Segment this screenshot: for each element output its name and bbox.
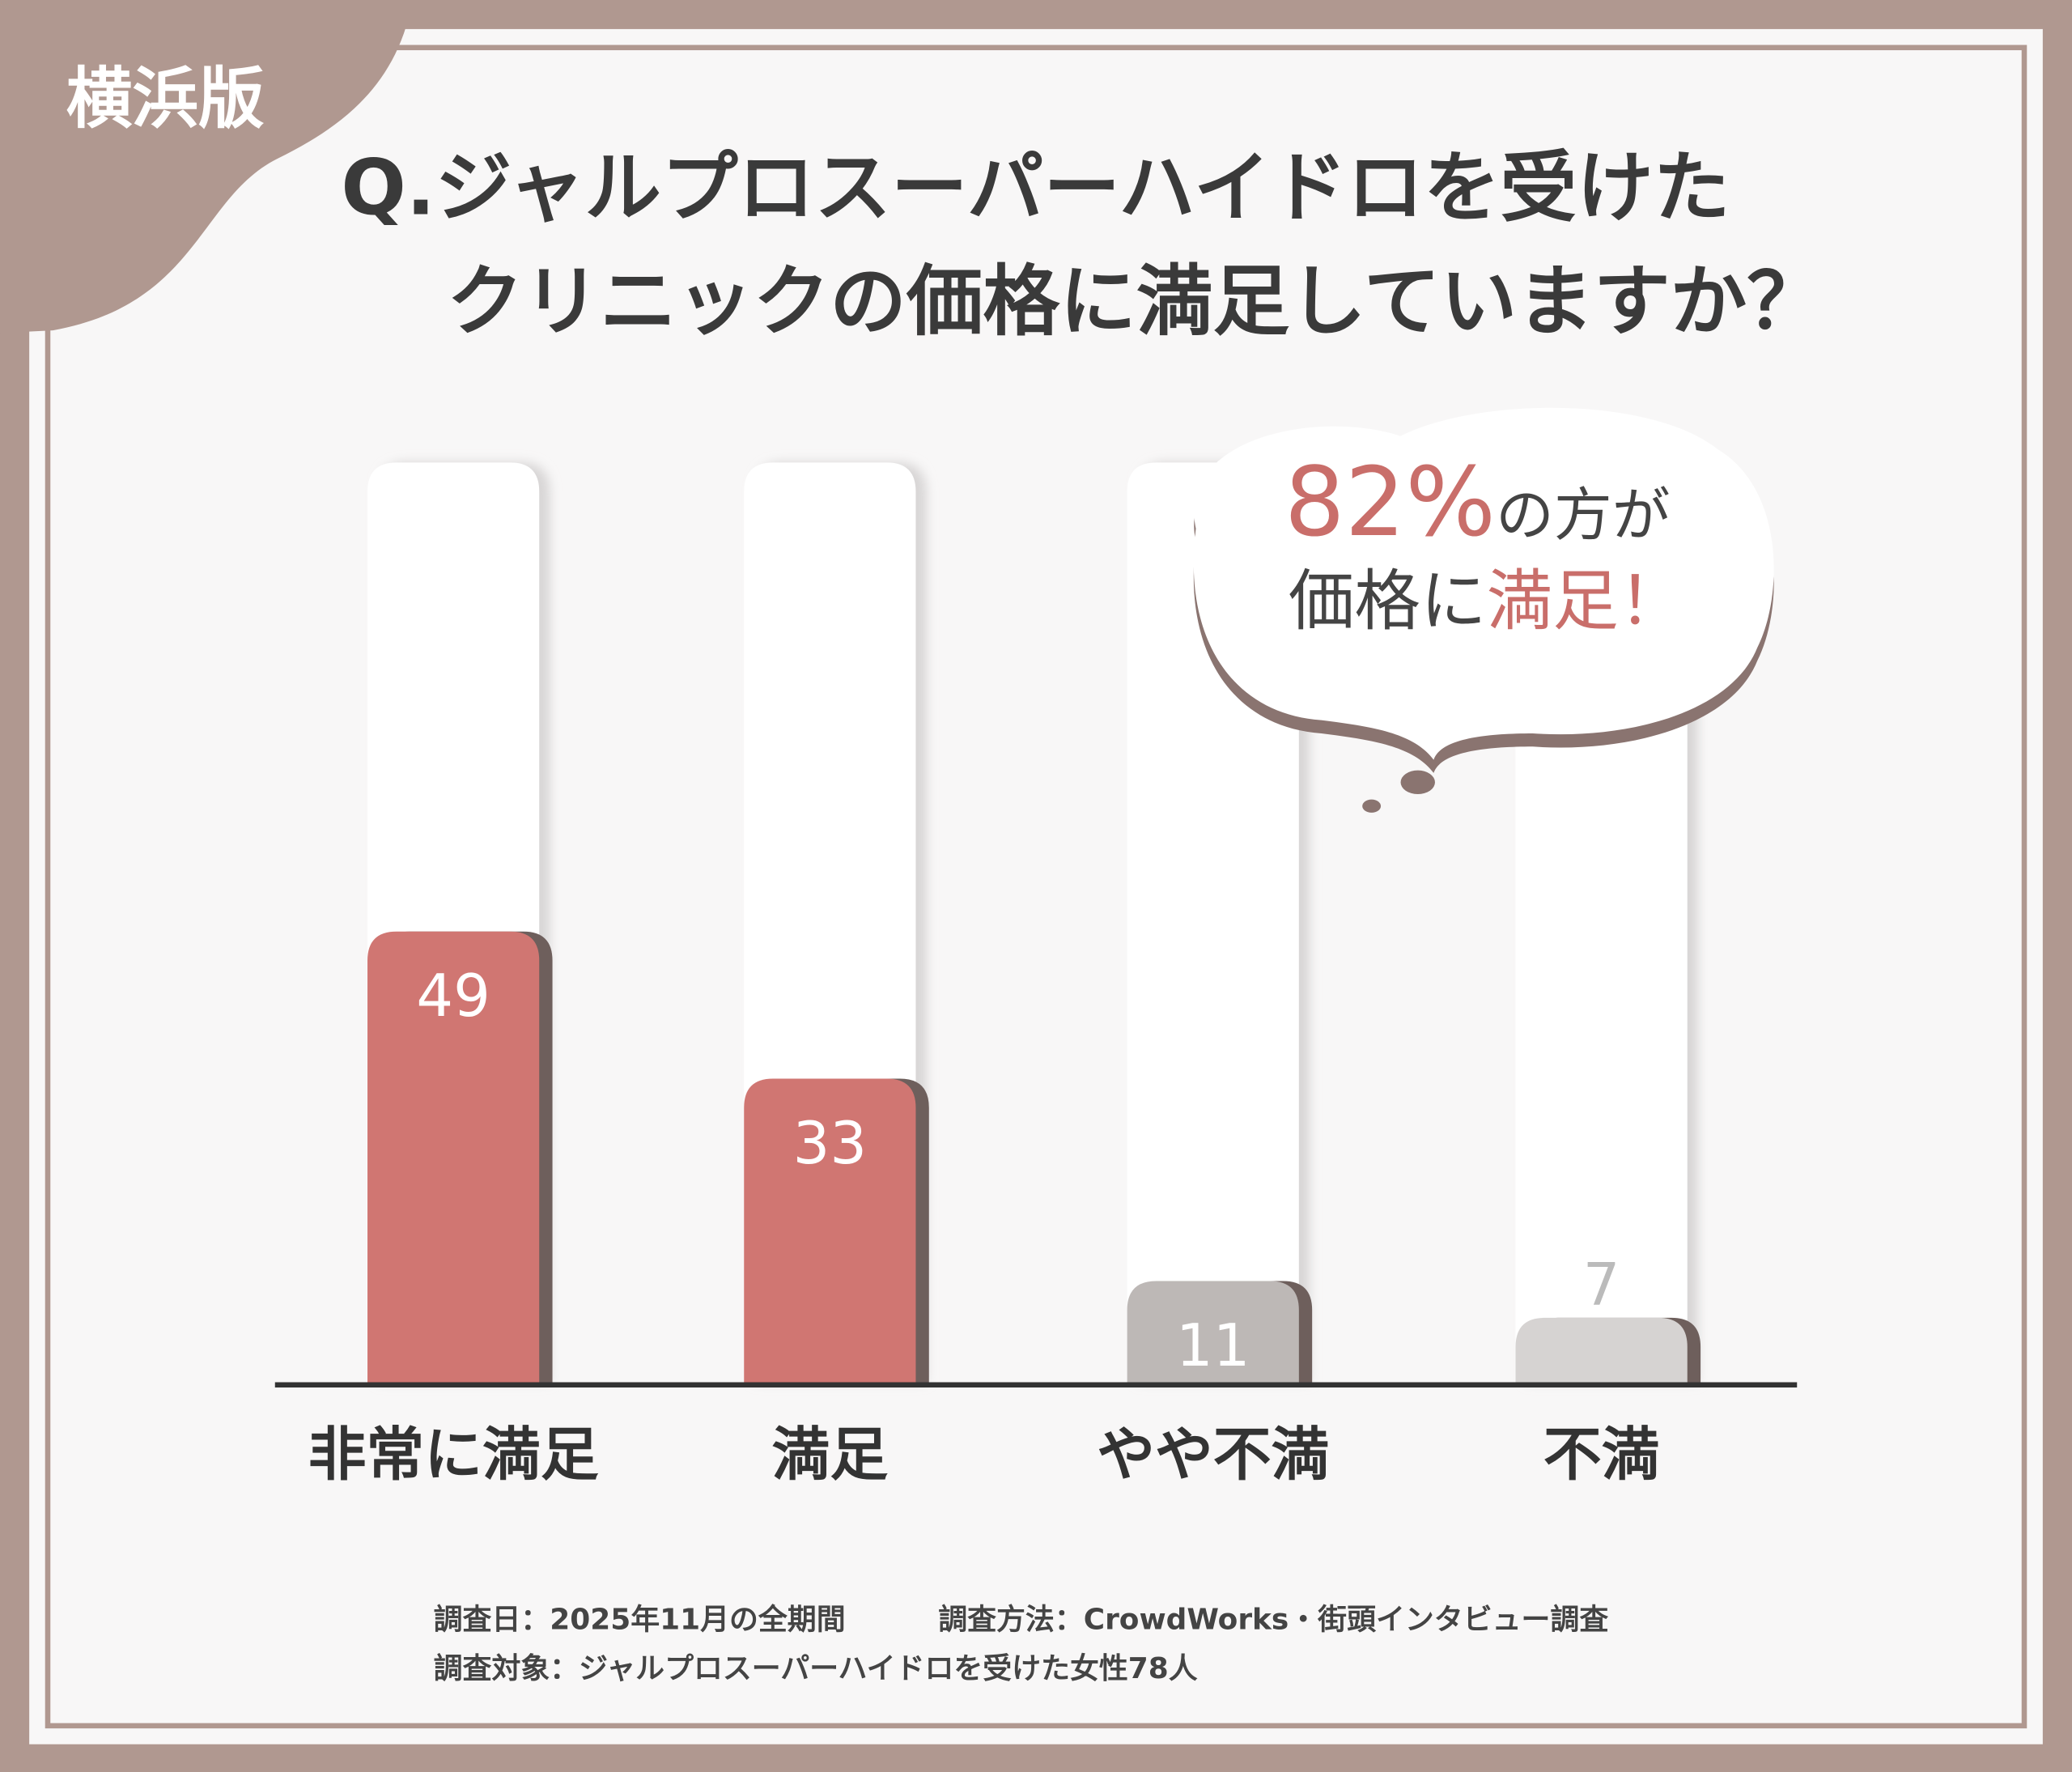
badge: 横浜版 — [66, 61, 265, 138]
footer-note: 調査日：2025年11月の全期間 — [434, 1603, 846, 1637]
callout-cloud — [1193, 407, 1774, 760]
panel — [29, 28, 2043, 1744]
x-tick-label: 不満 — [1543, 1421, 1660, 1489]
panel-border — [45, 45, 2027, 1729]
title-line: クリニックの価格に満足していますか？ — [447, 257, 1824, 346]
footer-note: 調査方法：CrowdWorks・街頭インタビュー調査 — [938, 1604, 1608, 1637]
callout-text: 82% — [1284, 447, 1496, 558]
value-label: 11 — [1176, 1311, 1250, 1379]
value-label: 7 — [1583, 1251, 1620, 1319]
title-line: Q.ジャルプロスーパーハイドロを受けた — [341, 143, 1730, 232]
bar — [744, 1078, 916, 1383]
x-tick-label: 満足 — [772, 1421, 889, 1489]
callout-dot — [1400, 770, 1435, 795]
badge-shape — [0, 0, 413, 334]
x-tick-label: やや不満 — [1097, 1421, 1329, 1489]
x-tick-label: 非常に満足 — [308, 1421, 599, 1489]
callout-line: 82%の方が — [1284, 447, 1671, 558]
callout-dot — [1362, 799, 1382, 813]
callout-line: 価格に満足！ — [1289, 563, 1685, 640]
bar — [1127, 1281, 1299, 1383]
callout — [1193, 407, 1774, 813]
footer-note: 調査対象：ジャルプロスーパーハイドロを受けた女性78人 — [434, 1652, 1198, 1685]
value-label: 33 — [793, 1109, 867, 1177]
callout-text: 満足！ — [1487, 563, 1685, 640]
callout-text: 価格に — [1289, 563, 1487, 640]
bar — [1515, 1317, 1688, 1383]
callout-text: の方が — [1496, 481, 1670, 549]
value-label: 49 — [416, 962, 490, 1030]
bar — [367, 931, 540, 1383]
